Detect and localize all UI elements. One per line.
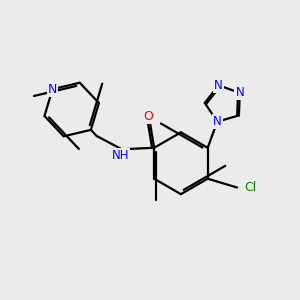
- Text: O: O: [143, 110, 153, 123]
- Text: Cl: Cl: [244, 181, 257, 194]
- Text: N: N: [48, 83, 57, 96]
- Text: N: N: [214, 79, 223, 92]
- Text: NH: NH: [112, 149, 129, 162]
- Text: N: N: [213, 115, 222, 128]
- Text: N: N: [236, 86, 244, 100]
